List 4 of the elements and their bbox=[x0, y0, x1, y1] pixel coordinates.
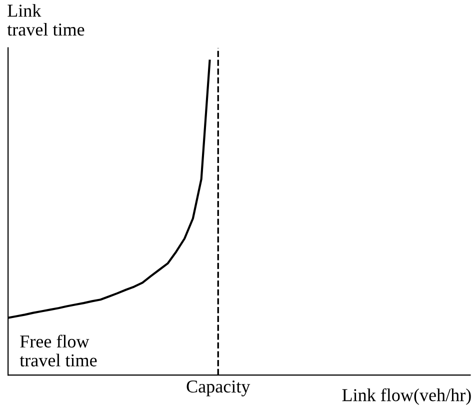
y-axis-title: Link travel time bbox=[7, 4, 84, 36]
annotation: Free flow travel time bbox=[20, 334, 97, 366]
x-axis-title: Link flow(veh/hr) bbox=[342, 388, 471, 405]
text: Capacity bbox=[186, 380, 250, 396]
